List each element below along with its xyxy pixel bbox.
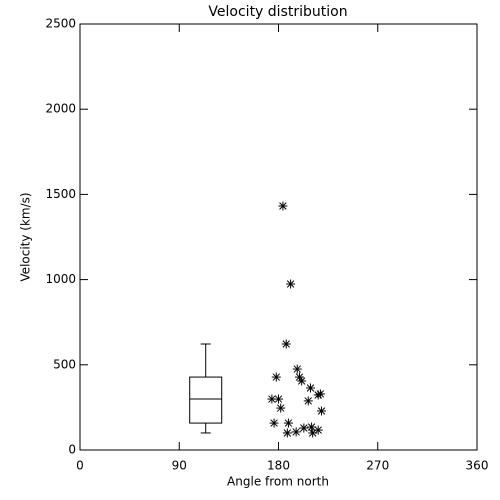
point-stroke xyxy=(304,397,313,405)
point-stroke xyxy=(293,365,301,373)
x-tick-label: 0 xyxy=(76,459,84,473)
point xyxy=(292,364,302,374)
plot-frame xyxy=(79,23,478,451)
point-stroke xyxy=(306,384,315,392)
point-stroke xyxy=(316,390,325,398)
point-stroke xyxy=(292,428,300,436)
point-stroke xyxy=(297,377,306,385)
point xyxy=(291,427,301,437)
point-stroke xyxy=(283,429,292,437)
x-tick-label: 180 xyxy=(267,459,290,473)
point-stroke xyxy=(317,407,326,415)
point-stroke xyxy=(276,404,285,412)
point-stroke xyxy=(272,373,281,381)
chart-title: Velocity distribution xyxy=(208,4,347,20)
point-stroke xyxy=(307,423,316,431)
point xyxy=(303,396,313,406)
y-tick-label: 2000 xyxy=(45,102,76,116)
point-stroke xyxy=(282,340,290,348)
point-stroke xyxy=(274,395,283,403)
point xyxy=(308,428,318,438)
y-axis-label: Velocity (km/s) xyxy=(19,192,33,281)
y-tick-label: 500 xyxy=(53,357,76,371)
point xyxy=(271,372,281,382)
point-stroke xyxy=(314,426,322,434)
point xyxy=(317,406,327,416)
point xyxy=(286,279,296,289)
point-stroke xyxy=(300,424,308,432)
point-stroke xyxy=(308,429,317,437)
point-stroke xyxy=(286,280,295,288)
point-stroke xyxy=(279,202,287,210)
x-tick-label: 90 xyxy=(172,459,187,473)
point xyxy=(278,201,288,211)
y-tick-label: 1500 xyxy=(45,187,76,201)
point xyxy=(283,418,293,428)
x-tick-label: 360 xyxy=(466,459,489,473)
point xyxy=(305,383,315,393)
point-stroke xyxy=(268,395,276,403)
x-tick-label: 270 xyxy=(366,459,389,473)
x-axis-label: Angle from north xyxy=(227,475,329,489)
y-tick-label: 2500 xyxy=(45,17,76,31)
box xyxy=(189,376,223,424)
y-tick-label: 0 xyxy=(68,443,76,457)
point-stroke xyxy=(284,419,293,427)
point xyxy=(299,423,309,433)
point xyxy=(281,339,291,349)
point-stroke xyxy=(295,373,304,381)
point xyxy=(269,418,279,428)
point xyxy=(282,428,292,438)
y-tick-label: 1000 xyxy=(45,272,76,286)
point-stroke xyxy=(270,419,278,427)
point xyxy=(297,376,307,386)
point xyxy=(315,389,325,399)
point xyxy=(276,403,286,413)
point xyxy=(274,394,283,404)
